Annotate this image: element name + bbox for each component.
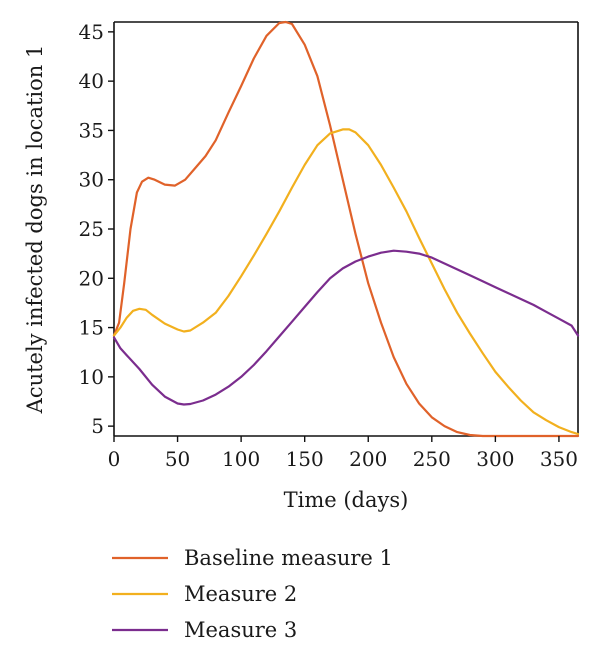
y-tick-label: 45 <box>79 20 104 44</box>
x-tick-label: 150 <box>286 447 324 471</box>
x-axis-title: Time (days) <box>284 488 409 512</box>
legend-label-3: Measure 3 <box>184 618 297 642</box>
x-axis-ticks: 0 50 100 150 200 250 300 350 <box>108 436 578 471</box>
x-tick-label: 100 <box>222 447 260 471</box>
y-tick-label: 20 <box>79 266 104 290</box>
x-tick-label: 250 <box>413 447 451 471</box>
y-tick-label: 40 <box>79 69 104 93</box>
x-tick-label: 200 <box>349 447 387 471</box>
x-tick-label: 50 <box>165 447 190 471</box>
series-line-1 <box>112 20 580 438</box>
y-tick-label: 25 <box>79 217 104 241</box>
legend-label-2: Measure 2 <box>184 582 297 606</box>
series-lines <box>112 20 580 438</box>
series-line-2 <box>112 128 580 436</box>
x-tick-label: 0 <box>108 447 121 471</box>
y-tick-label: 5 <box>91 414 104 438</box>
y-tick-label: 30 <box>79 168 104 192</box>
y-axis-ticks: 5 10 15 20 25 30 35 40 45 <box>79 20 114 438</box>
y-tick-label: 15 <box>79 316 104 340</box>
legend: Baseline measure 1 Measure 2 Measure 3 <box>112 546 393 642</box>
x-tick-label: 350 <box>540 447 578 471</box>
plot-area: 0 50 100 150 200 250 300 350 5 10 15 20 25 30 35 40 45 <box>79 20 580 471</box>
legend-label-1: Baseline measure 1 <box>184 546 393 570</box>
x-tick-label: 300 <box>476 447 514 471</box>
y-axis-title: Acutely infected dogs in location 1 <box>23 45 47 415</box>
series-line-3 <box>112 249 580 406</box>
y-tick-label: 10 <box>79 365 104 389</box>
y-tick-label: 35 <box>79 118 104 142</box>
